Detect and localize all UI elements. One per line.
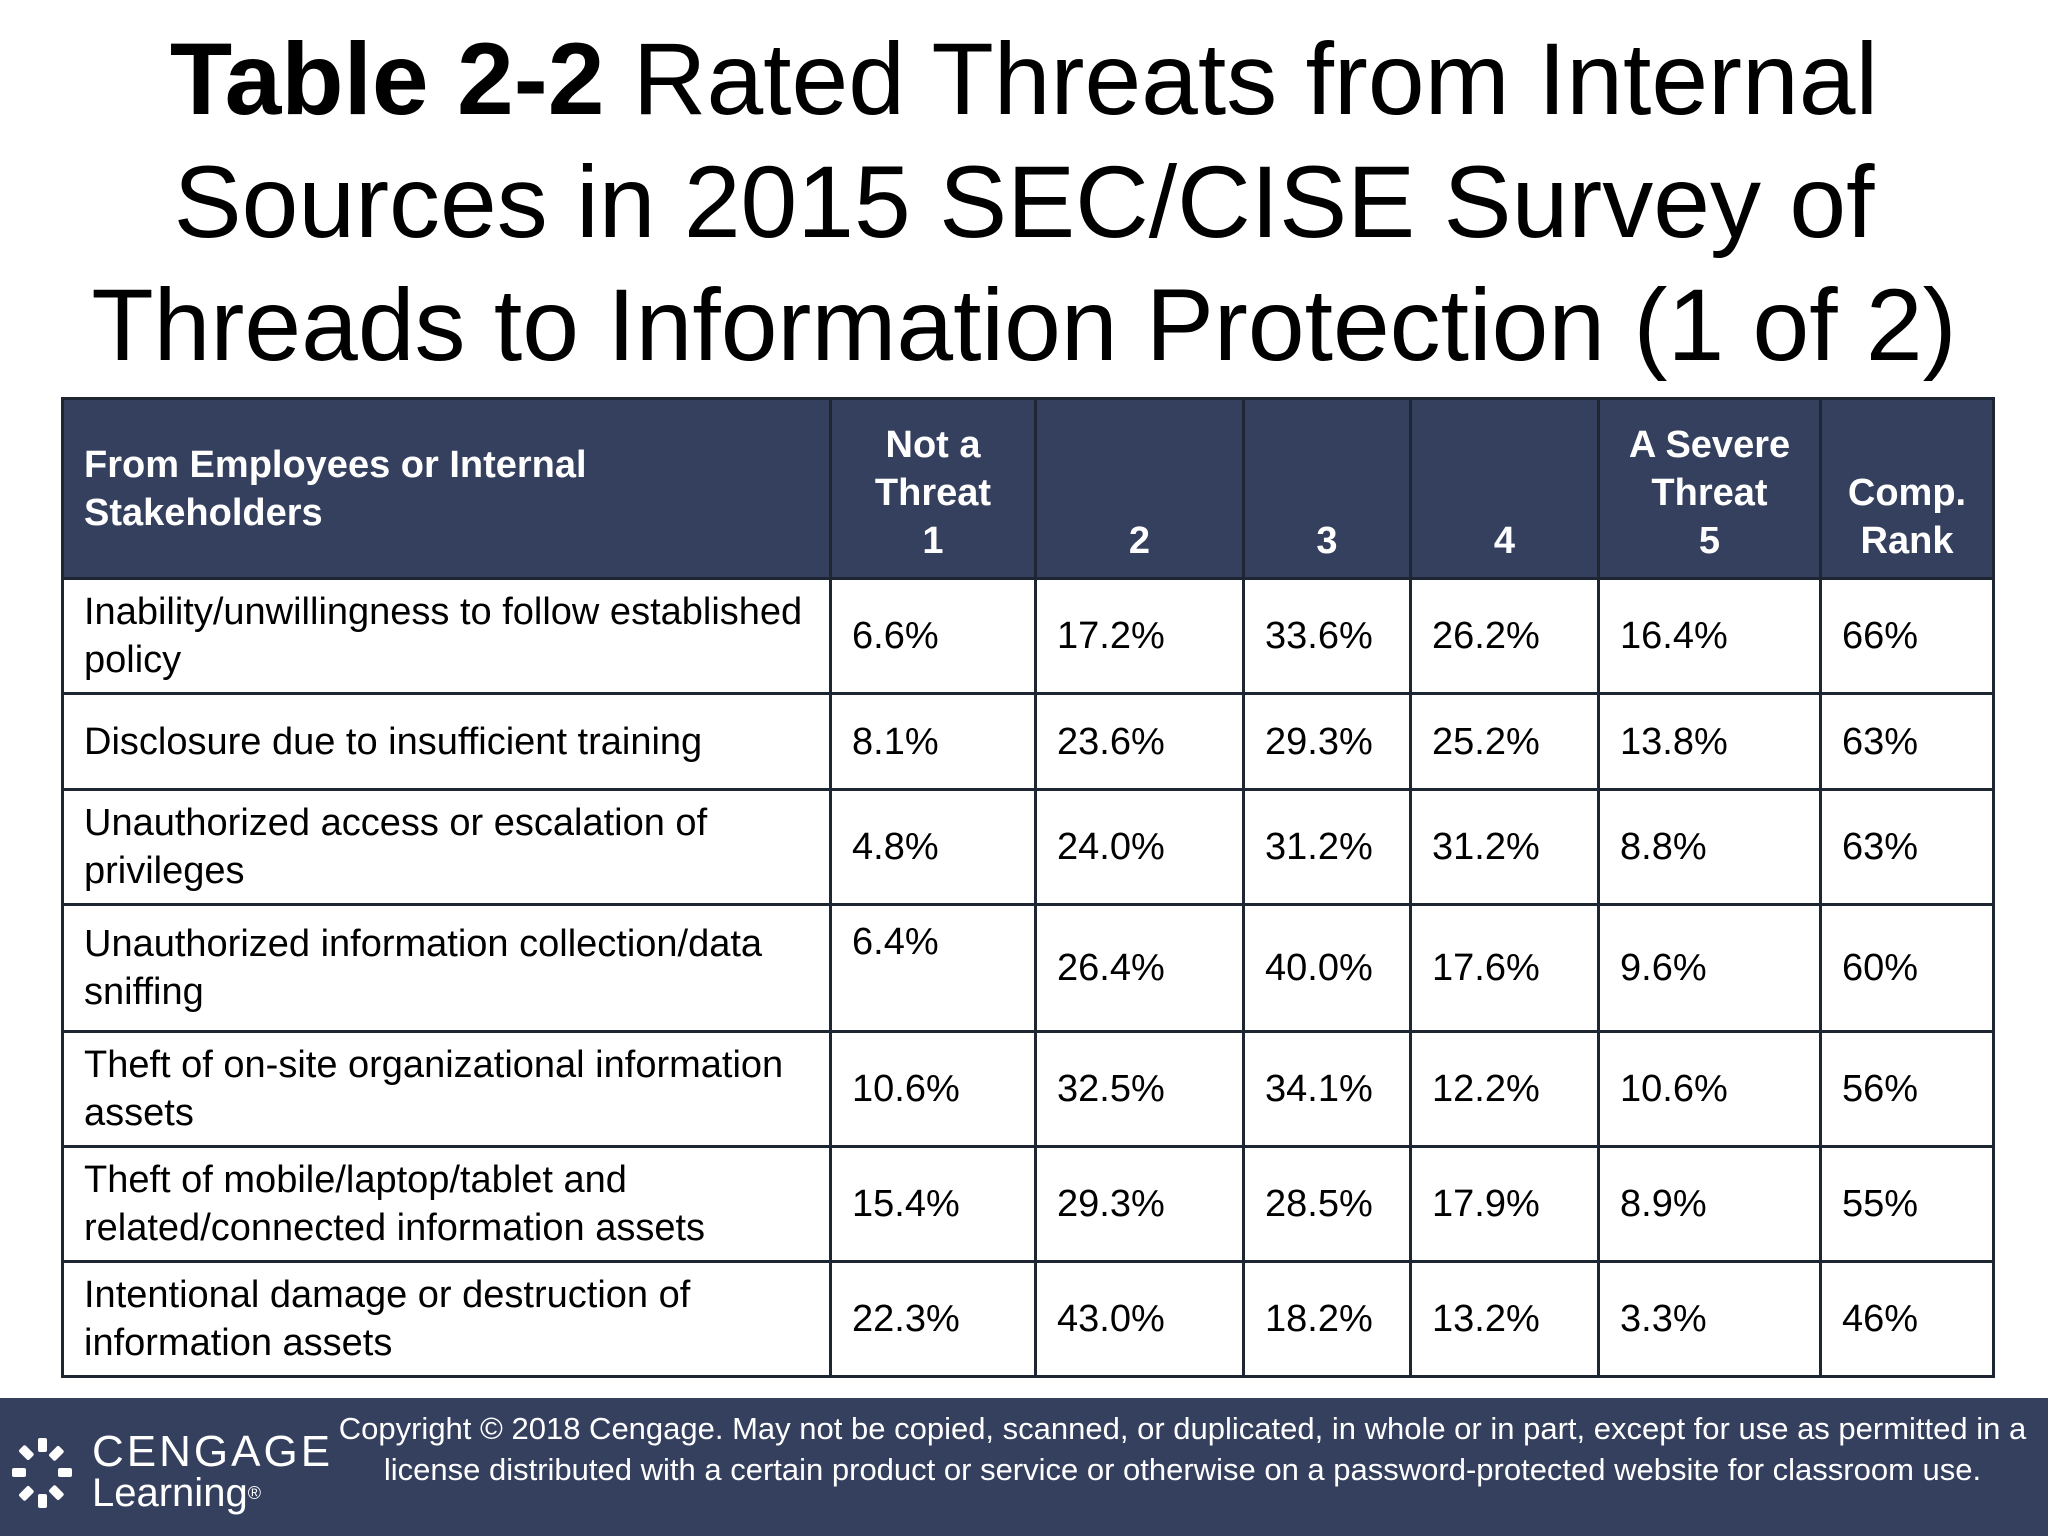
cell-2: 26.4%	[1034, 903, 1245, 1033]
cell-4: 13.2%	[1409, 1260, 1600, 1378]
cell-not-a-threat: 10.6%	[829, 1030, 1037, 1148]
logo-cengage-text: CENGAGE	[92, 1427, 334, 1476]
cengage-logo: CENGAGE Learning®	[8, 1428, 330, 1518]
header-rank-line1: Comp.	[1847, 472, 1967, 514]
cell-2: 23.6%	[1034, 692, 1245, 791]
cell-3: 40.0%	[1242, 903, 1412, 1033]
cell-2: 17.2%	[1034, 577, 1245, 695]
cell-comp-rank: 63%	[1819, 692, 1995, 791]
table-row: Theft of mobile/laptop/tablet and relate…	[61, 1145, 1995, 1263]
page-title: Table 2-2 Rated Threats from Internal So…	[40, 18, 2008, 387]
row-label: Theft of on-site organizational informat…	[61, 1030, 832, 1148]
cell-comp-rank: 63%	[1819, 788, 1995, 906]
cell-not-a-threat: 15.4%	[829, 1145, 1037, 1263]
cell-2: 32.5%	[1034, 1030, 1245, 1148]
cell-not-a-threat: 6.6%	[829, 577, 1037, 695]
header-col5-line2: Threat	[1651, 472, 1768, 514]
cell-2: 29.3%	[1034, 1145, 1245, 1263]
cell-severe-threat: 16.4%	[1597, 577, 1822, 695]
cell-not-a-threat: 8.1%	[829, 692, 1037, 791]
table-row: Theft of on-site organizational informat…	[61, 1030, 1995, 1148]
cell-severe-threat: 8.9%	[1597, 1145, 1822, 1263]
cell-2: 24.0%	[1034, 788, 1245, 906]
cell-4: 31.2%	[1409, 788, 1600, 906]
table-row: Unauthorized access or escalation of pri…	[61, 788, 1995, 906]
cell-comp-rank: 60%	[1819, 903, 1995, 1033]
row-label: Disclosure due to insufficient training	[61, 692, 832, 791]
title-table-number: Table 2-2	[169, 22, 605, 136]
header-col2: 2	[1034, 397, 1245, 580]
cell-3: 29.3%	[1242, 692, 1412, 791]
cell-4: 12.2%	[1409, 1030, 1600, 1148]
row-label: Unauthorized information collection/data…	[61, 903, 832, 1033]
cell-severe-threat: 13.8%	[1597, 692, 1822, 791]
cell-not-a-threat: 6.4%	[829, 903, 1037, 1033]
cell-comp-rank: 56%	[1819, 1030, 1995, 1148]
header-col5-line1: A Severe	[1628, 424, 1791, 466]
threats-table: From Employees or Internal Stakeholders …	[61, 397, 1995, 1378]
row-label: Theft of mobile/laptop/tablet and relate…	[61, 1145, 832, 1263]
header-col1-line1: Not a	[885, 424, 981, 466]
copyright-notice: Copyright © 2018 Cengage. May not be cop…	[338, 1411, 2027, 1487]
cell-not-a-threat: 4.8%	[829, 788, 1037, 906]
header-rank-line2: Rank	[1860, 520, 1954, 562]
row-label: Inability/unwillingness to follow establ…	[61, 577, 832, 695]
cengage-dots-icon	[12, 1438, 72, 1508]
logo-learning-word: Learning	[92, 1471, 248, 1515]
cell-3: 34.1%	[1242, 1030, 1412, 1148]
header-col1-line2: Threat	[874, 472, 992, 514]
title-text: Rated Threats from Internal Sources in 2…	[91, 22, 1957, 382]
row-label: Unauthorized access or escalation of pri…	[61, 788, 832, 906]
cell-4: 17.9%	[1409, 1145, 1600, 1263]
header-comp-rank: Comp. Rank	[1819, 397, 1995, 580]
registered-mark: ®	[247, 1483, 261, 1503]
cell-4: 25.2%	[1409, 692, 1600, 791]
table-header-row: From Employees or Internal Stakeholders …	[61, 397, 1995, 580]
cell-4: 17.6%	[1409, 903, 1600, 1033]
cell-comp-rank: 55%	[1819, 1145, 1995, 1263]
footer-bar: CENGAGE Learning® Copyright © 2018 Cenga…	[0, 1398, 2048, 1536]
cell-severe-threat: 10.6%	[1597, 1030, 1822, 1148]
header-col4: 4	[1409, 397, 1600, 580]
cell-4: 26.2%	[1409, 577, 1600, 695]
header-col3: 3	[1242, 397, 1412, 580]
cell-3: 18.2%	[1242, 1260, 1412, 1378]
cell-3: 31.2%	[1242, 788, 1412, 906]
cell-severe-threat: 8.8%	[1597, 788, 1822, 906]
header-severe-threat: A Severe Threat 5	[1597, 397, 1822, 580]
header-not-a-threat: Not a Threat 1	[829, 397, 1037, 580]
cell-comp-rank: 46%	[1819, 1260, 1995, 1378]
table-row: Unauthorized information collection/data…	[61, 903, 1995, 1033]
cell-not-a-threat: 22.3%	[829, 1260, 1037, 1378]
cell-comp-rank: 66%	[1819, 577, 1995, 695]
cell-severe-threat: 9.6%	[1597, 903, 1822, 1033]
table-row: Intentional damage or destruction of inf…	[61, 1260, 1995, 1378]
header-col5-line3: 5	[1698, 520, 1721, 562]
table-row: Inability/unwillingness to follow establ…	[61, 577, 1995, 695]
header-stakeholders: From Employees or Internal Stakeholders	[61, 397, 832, 580]
row-label: Intentional damage or destruction of inf…	[61, 1260, 832, 1378]
cell-3: 33.6%	[1242, 577, 1412, 695]
cell-2: 43.0%	[1034, 1260, 1245, 1378]
table-row: Disclosure due to insufficient training …	[61, 692, 1995, 791]
cell-3: 28.5%	[1242, 1145, 1412, 1263]
logo-learning-text: Learning®	[92, 1470, 261, 1516]
cell-severe-threat: 3.3%	[1597, 1260, 1822, 1378]
header-col1-line3: 1	[922, 520, 944, 562]
